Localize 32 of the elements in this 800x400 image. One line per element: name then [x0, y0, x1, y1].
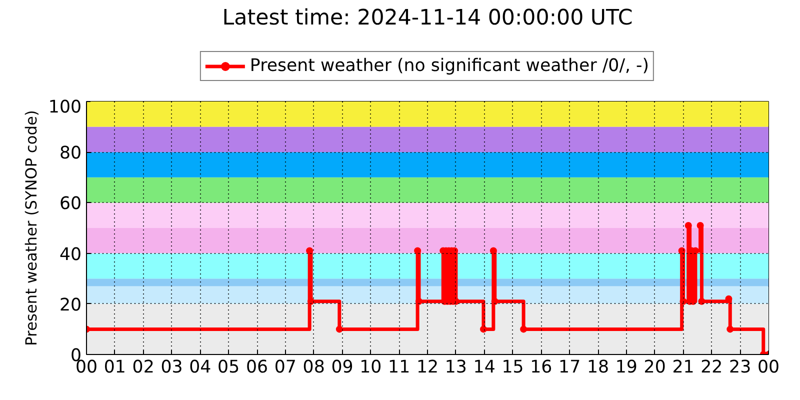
- x-tick-label: 02: [132, 358, 154, 378]
- x-tick-label: 21: [672, 358, 694, 378]
- x-tick-label: 19: [615, 358, 638, 378]
- x-tick-label: 17: [558, 358, 581, 378]
- x-tick-label: 01: [104, 358, 126, 378]
- y-tick-label: 60: [59, 194, 82, 214]
- x-tick-label: 10: [360, 358, 382, 378]
- x-tick-label: 03: [160, 358, 183, 378]
- legend-label: Present weather (no significant weather /0/, -): [250, 56, 650, 76]
- x-tick-label: 05: [218, 358, 240, 378]
- x-tick-label: 20: [644, 358, 666, 378]
- x-tick-label: 14: [473, 358, 496, 378]
- x-tick-label: 15: [502, 358, 524, 378]
- x-tick-label: 07: [274, 358, 296, 378]
- x-tick-label: 12: [416, 358, 439, 378]
- x-tick-label: 16: [530, 358, 552, 378]
- y-tick-label: 40: [59, 244, 82, 265]
- x-tick-label: 00: [757, 358, 780, 378]
- y-axis-title: Present weather (SYNOP code): [22, 110, 40, 346]
- x-tick-label: 04: [189, 358, 212, 378]
- chart-title: Latest time: 2024-11-14 00:00:00 UTC: [222, 6, 633, 30]
- x-tick-label: 13: [444, 358, 467, 378]
- x-tick-label: 06: [246, 358, 268, 378]
- x-tick-label: 11: [388, 358, 410, 378]
- y-tick-label: 20: [59, 295, 82, 316]
- x-tick-label: 18: [586, 358, 610, 378]
- x-tick-label: 22: [700, 358, 723, 378]
- y-tick-label: 100: [48, 98, 82, 118]
- x-tick-label: 09: [331, 358, 354, 378]
- y-tick-label: 80: [59, 144, 82, 164]
- x-tick-label: 23: [729, 358, 752, 378]
- x-tick-label: 08: [302, 358, 325, 378]
